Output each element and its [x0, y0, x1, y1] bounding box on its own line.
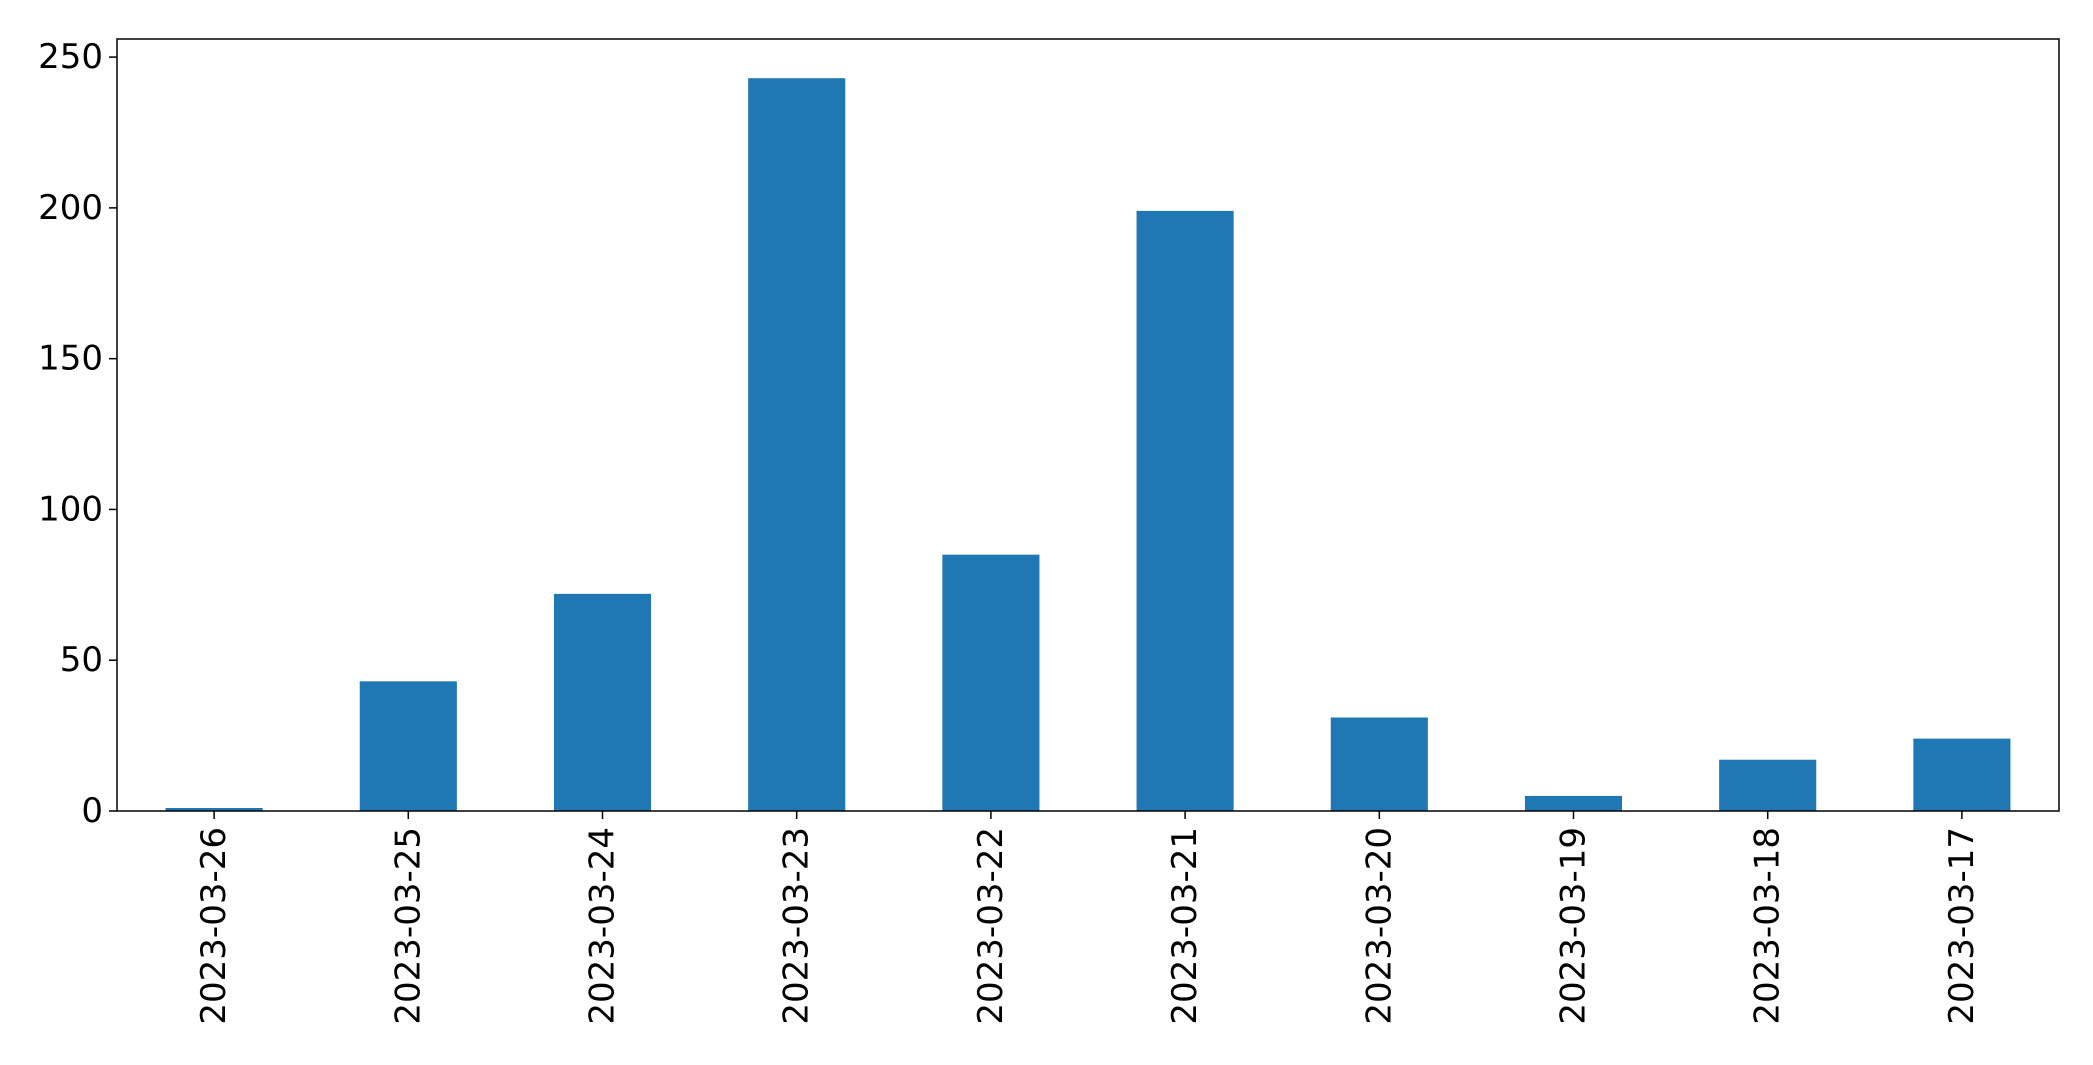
- y-tick-label: 200: [38, 188, 103, 228]
- bar-2023-03-24: [553, 593, 652, 811]
- bar-2023-03-26: [165, 807, 263, 811]
- y-tick-label: 150: [38, 339, 103, 379]
- x-tick-label: 2023-03-24: [583, 827, 623, 1025]
- x-axis: 2023-03-26 2023-03-25 2023-03-24 2023-03-23…: [194, 811, 1982, 1025]
- bar-2023-03-25: [359, 681, 457, 811]
- bar-2023-03-19: [1524, 795, 1623, 811]
- x-tick-label: 2023-03-25: [388, 827, 428, 1025]
- x-tick-label: 2023-03-21: [1165, 827, 1205, 1025]
- bars-layer: [165, 78, 2011, 811]
- plot-frame: [116, 38, 2060, 812]
- y-tick-label: 50: [60, 640, 103, 680]
- x-tick-label: 2023-03-23: [777, 827, 817, 1025]
- y-axis: 0 50 100 150 200 250: [38, 37, 117, 831]
- x-tick-label: 2023-03-17: [1942, 827, 1982, 1025]
- x-tick-label: 2023-03-26: [194, 827, 234, 1025]
- x-tick-label: 2023-03-20: [1359, 827, 1399, 1025]
- y-tick-label: 250: [38, 37, 103, 77]
- bar-2023-03-17: [1913, 738, 2011, 811]
- bar-2023-03-18: [1719, 759, 1817, 811]
- x-tick-label: 2023-03-19: [1554, 827, 1594, 1025]
- bar-2023-03-20: [1330, 717, 1428, 811]
- x-tick-label: 2023-03-18: [1748, 827, 1788, 1025]
- bar-2023-03-22: [942, 554, 1040, 811]
- x-tick-label: 2023-03-22: [971, 827, 1011, 1025]
- bar-2023-03-21: [1136, 210, 1234, 811]
- y-tick-label: 100: [38, 489, 103, 529]
- bar-2023-03-23: [748, 78, 846, 811]
- y-tick-label: 0: [81, 791, 103, 831]
